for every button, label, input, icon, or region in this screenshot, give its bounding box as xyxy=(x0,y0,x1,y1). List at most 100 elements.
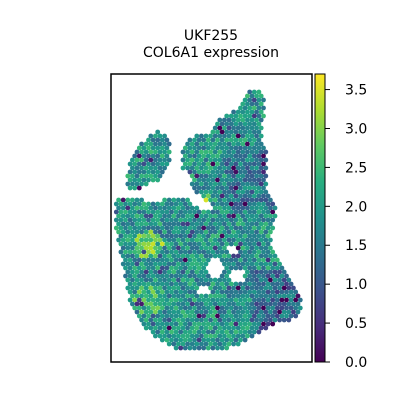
spot-519 xyxy=(162,205,168,211)
spot-1135 xyxy=(132,281,138,287)
spot-1065 xyxy=(263,269,269,275)
spot-40 xyxy=(222,117,227,123)
spot-986 xyxy=(157,261,163,267)
spot-437 xyxy=(205,193,211,199)
spot-732 xyxy=(194,229,200,235)
spot-1457 xyxy=(288,313,294,319)
spot-1110 xyxy=(166,277,172,283)
spot-892 xyxy=(173,249,179,255)
spot-1239 xyxy=(130,293,135,299)
spot-1127 xyxy=(258,277,264,283)
spot-958 xyxy=(178,257,184,263)
spot-637 xyxy=(233,217,239,223)
spot-815 xyxy=(268,237,273,243)
spot-320 xyxy=(215,169,220,175)
spot-563 xyxy=(215,209,220,215)
spot-1297 xyxy=(224,297,230,303)
spot-213 xyxy=(215,153,220,159)
spot-1552 xyxy=(169,329,174,335)
spot-805 xyxy=(222,237,227,243)
spot-1293 xyxy=(205,297,211,303)
spot-1393 xyxy=(157,309,163,315)
spot-593 xyxy=(194,213,200,219)
spot-675 xyxy=(249,221,255,227)
spot-88 xyxy=(203,133,209,139)
spot-792 xyxy=(162,237,168,243)
spot-691 xyxy=(164,225,170,231)
spot-646 xyxy=(116,221,121,227)
spot-391 xyxy=(222,181,227,187)
spot-1118 xyxy=(203,277,209,283)
spot-1222 xyxy=(219,289,225,295)
spot-1125 xyxy=(249,277,255,283)
spot-728 xyxy=(176,229,181,235)
spot-915 xyxy=(134,253,140,259)
spot-1016 xyxy=(150,265,156,271)
spot-151 xyxy=(159,145,165,151)
spot-628 xyxy=(192,217,197,223)
spot-473 xyxy=(249,197,255,203)
spot-1345 xyxy=(272,301,278,307)
spot-1117 xyxy=(199,277,204,283)
spot-1433 xyxy=(178,313,184,319)
spot-1371 xyxy=(224,305,230,311)
spot-1285 xyxy=(169,297,174,303)
spot-571 xyxy=(251,209,257,215)
spot-1438 xyxy=(201,313,207,319)
spot-1051 xyxy=(171,269,177,275)
spot-1320 xyxy=(157,301,163,307)
spot-1560 xyxy=(205,329,211,335)
spot-1499 xyxy=(173,321,179,327)
spot-1623 xyxy=(212,341,218,347)
spot-1105 xyxy=(143,277,149,283)
spot-1270 xyxy=(272,293,278,299)
spot-1283 xyxy=(159,297,165,303)
spot-765 xyxy=(192,233,197,239)
spot-1546 xyxy=(258,325,264,331)
spot-980 xyxy=(130,261,135,267)
spot-806 xyxy=(226,237,232,243)
spot-845 xyxy=(251,241,257,247)
spot-339 xyxy=(189,173,195,179)
spot-1370 xyxy=(219,305,225,311)
spot-273 xyxy=(238,161,243,167)
spot-116 xyxy=(233,137,239,143)
spot-752 xyxy=(132,233,138,239)
spot-569 xyxy=(242,209,248,215)
spot-389 xyxy=(212,181,218,187)
spot-160 xyxy=(215,145,220,151)
spot-254 xyxy=(136,161,142,167)
spot-979 xyxy=(125,261,131,267)
spot-788 xyxy=(143,237,149,243)
chart-subtitle: COL6A1 expression xyxy=(143,45,279,61)
spot-1271 xyxy=(277,293,282,299)
spot-417 xyxy=(251,185,257,191)
spot-523 xyxy=(180,205,186,211)
spot-1128 xyxy=(263,277,269,283)
spot-99 xyxy=(254,133,259,139)
spot-1557 xyxy=(192,329,197,335)
spot-1516 xyxy=(251,321,257,327)
spot-552 xyxy=(164,209,170,215)
spot-904 xyxy=(238,249,243,255)
spot-468 xyxy=(226,197,232,203)
spot-106 xyxy=(187,137,193,143)
spot-1109 xyxy=(162,277,168,283)
spot-774 xyxy=(233,233,239,239)
spot-453 xyxy=(125,197,131,203)
spot-529 xyxy=(222,205,227,211)
spot-1407 xyxy=(222,309,227,315)
spot-1244 xyxy=(153,293,158,299)
spot-826 xyxy=(164,241,170,247)
spot-1138 xyxy=(146,281,151,287)
spot-1113 xyxy=(180,277,186,283)
spot-984 xyxy=(148,261,154,267)
spot-211 xyxy=(205,153,211,159)
spot-109 xyxy=(201,137,207,143)
spot-45 xyxy=(245,117,250,123)
spot-1631 xyxy=(182,345,188,351)
spot-649 xyxy=(130,221,135,227)
spot-1432 xyxy=(173,313,179,319)
spot-1542 xyxy=(240,325,246,331)
spot-737 xyxy=(217,229,223,235)
